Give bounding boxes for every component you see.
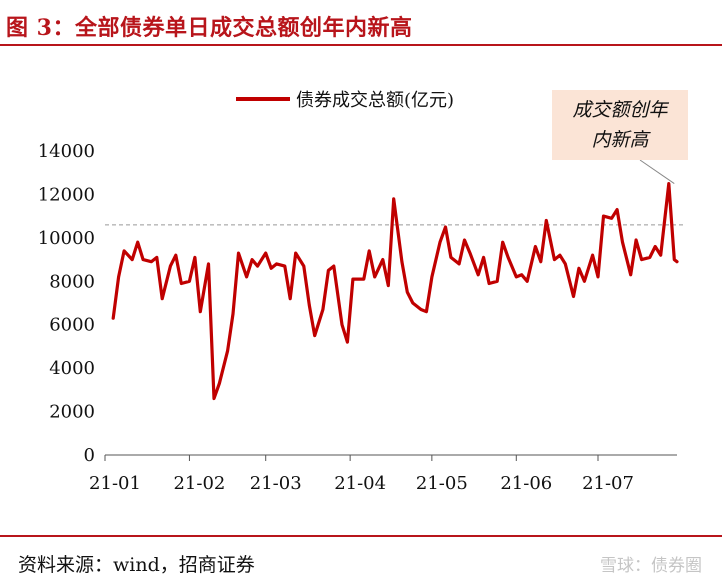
y-tick-label: 10000 bbox=[38, 228, 95, 249]
y-tick-label: 12000 bbox=[38, 184, 95, 205]
x-tick-label: 21-01 bbox=[89, 473, 141, 494]
annotation-leader-group bbox=[639, 159, 675, 184]
series-line bbox=[111, 182, 679, 401]
source-note: 资料来源：wind，招商证券 bbox=[18, 554, 255, 576]
x-tick-label: 21-02 bbox=[173, 473, 225, 494]
y-tick-label: 14000 bbox=[38, 141, 95, 162]
x-tick-label: 21-04 bbox=[334, 473, 386, 494]
x-tick-label: 21-03 bbox=[250, 473, 302, 494]
annotation-line-1: 成交额创年 bbox=[572, 99, 668, 121]
figure-title: 图 3：全部债券单日成交总额创年内新高 bbox=[6, 15, 413, 41]
x-tick-label: 21-06 bbox=[500, 473, 552, 494]
line-chart: 0 2000 4000 6000 8000 10000 12000 14000 21-01 21-… bbox=[38, 90, 685, 494]
y-tick-label: 4000 bbox=[49, 358, 95, 379]
y-tick-label: 2000 bbox=[49, 402, 95, 423]
annotation-box: 成交额创年 内新高 bbox=[552, 90, 688, 160]
footer-rule bbox=[0, 535, 722, 537]
legend-label: 债券成交总额(亿元) bbox=[296, 90, 454, 111]
annotation-leader-line bbox=[639, 159, 675, 184]
title-rule bbox=[0, 44, 722, 46]
x-tick-label: 21-05 bbox=[416, 473, 468, 494]
annotation-line-2: 内新高 bbox=[591, 129, 649, 151]
watermark: 雪球：债券圈 bbox=[600, 556, 702, 576]
y-tick-label: 8000 bbox=[49, 271, 95, 292]
annotation-text: 成交额创年 内新高 bbox=[560, 95, 680, 155]
x-tick-label: 21-07 bbox=[582, 473, 634, 494]
chart-axes: 0 2000 4000 6000 8000 10000 12000 14000 21-01 21-… bbox=[38, 141, 677, 494]
series-group bbox=[111, 182, 679, 401]
legend: 债券成交总额(亿元) bbox=[236, 90, 454, 111]
y-tick-label: 6000 bbox=[49, 315, 95, 336]
y-tick-label: 0 bbox=[84, 445, 95, 466]
